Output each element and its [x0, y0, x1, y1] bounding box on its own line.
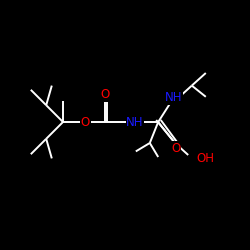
Text: OH: OH: [196, 152, 214, 166]
Text: NH: NH: [165, 91, 182, 104]
Text: O: O: [81, 116, 90, 128]
Text: O: O: [172, 142, 180, 154]
Text: O: O: [100, 88, 110, 102]
Text: NH: NH: [126, 116, 144, 128]
